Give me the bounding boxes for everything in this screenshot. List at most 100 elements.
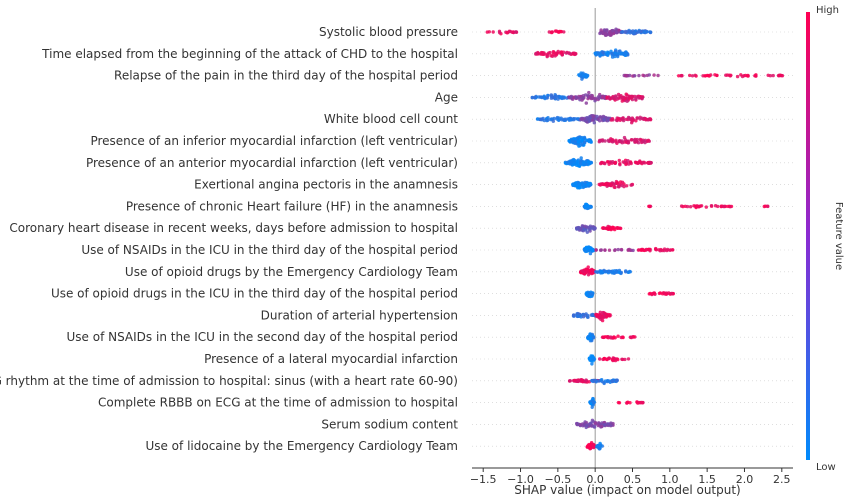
shap-point bbox=[554, 29, 559, 33]
shap-point bbox=[604, 28, 609, 33]
feature-label: Complete RBBB on ECG at the time of admi… bbox=[98, 396, 458, 410]
shap-point bbox=[613, 269, 617, 273]
shap-point bbox=[562, 117, 566, 122]
shap-point bbox=[581, 227, 586, 231]
shap-point bbox=[616, 117, 621, 121]
shap-point bbox=[588, 139, 592, 143]
shap-point bbox=[583, 180, 587, 185]
shap-point bbox=[575, 159, 579, 163]
shap-point bbox=[585, 75, 589, 79]
shap-point bbox=[598, 115, 603, 119]
shap-point bbox=[771, 73, 775, 78]
x-tick-label: −0.5 bbox=[544, 473, 571, 486]
shap-point bbox=[626, 248, 630, 252]
shap-point bbox=[549, 93, 553, 97]
shap-point bbox=[590, 443, 594, 447]
shap-point bbox=[556, 97, 560, 101]
feature-label: Exertional angina pectoris in the anamne… bbox=[194, 178, 458, 192]
shap-point bbox=[567, 51, 572, 56]
shap-point bbox=[514, 30, 518, 34]
feature-label: Use of lidocaine by the Emergency Cardio… bbox=[145, 439, 458, 453]
shap-point bbox=[588, 333, 592, 337]
shap-point bbox=[739, 73, 743, 77]
shap-point bbox=[615, 181, 620, 185]
shap-point bbox=[588, 161, 592, 165]
shap-point bbox=[576, 140, 580, 144]
x-tick-label: 2.5 bbox=[773, 473, 791, 486]
shap-point bbox=[613, 336, 617, 340]
shap-point bbox=[597, 421, 601, 425]
shap-point bbox=[768, 74, 773, 78]
shap-point bbox=[534, 51, 538, 56]
shap-point bbox=[620, 357, 624, 361]
shap-point bbox=[593, 378, 597, 383]
shap-point bbox=[615, 357, 619, 361]
shap-point bbox=[600, 424, 604, 429]
shap-point bbox=[610, 271, 614, 275]
feature-label: Use of opioid drugs in the ICU in the th… bbox=[51, 287, 458, 301]
shap-point bbox=[626, 400, 630, 404]
shap-point bbox=[581, 312, 585, 317]
shap-point bbox=[633, 74, 637, 78]
shap-point bbox=[621, 117, 625, 121]
shap-point bbox=[539, 95, 544, 99]
shap-point bbox=[624, 92, 628, 96]
shap-point bbox=[607, 269, 612, 273]
shap-point bbox=[625, 99, 629, 103]
shap-point bbox=[602, 161, 606, 165]
shap-point bbox=[607, 182, 611, 186]
shap-point bbox=[716, 204, 720, 209]
shap-point bbox=[591, 114, 595, 118]
shap-point bbox=[611, 96, 616, 101]
shap-point bbox=[580, 142, 585, 147]
shap-point bbox=[582, 422, 586, 426]
shap-point bbox=[594, 248, 598, 252]
shap-point bbox=[605, 52, 610, 56]
shap-point bbox=[662, 247, 667, 251]
shap-point bbox=[647, 73, 651, 77]
feature-label: Use of opioid drugs by the Emergency Car… bbox=[125, 265, 458, 279]
feature-label: Presence of a lateral myocardial infarct… bbox=[204, 352, 458, 366]
shap-point bbox=[677, 74, 681, 78]
feature-label: Presence of an anterior myocardial infar… bbox=[86, 156, 458, 170]
shap-point bbox=[635, 116, 639, 120]
shap-point bbox=[590, 118, 595, 122]
shap-point bbox=[621, 335, 625, 340]
shap-point bbox=[598, 53, 602, 58]
shap-point bbox=[646, 160, 650, 165]
shap-point bbox=[639, 248, 643, 252]
shap-point bbox=[573, 378, 577, 383]
shap-point bbox=[728, 205, 732, 209]
shap-point bbox=[589, 246, 593, 250]
shap-point bbox=[637, 29, 641, 34]
shap-point bbox=[572, 313, 576, 317]
shap-point bbox=[599, 248, 603, 252]
shap-point bbox=[640, 160, 645, 165]
shap-point bbox=[587, 337, 591, 341]
shap-point bbox=[609, 421, 613, 425]
shap-point bbox=[629, 335, 634, 340]
shap-point bbox=[580, 269, 584, 273]
shap-point bbox=[647, 292, 651, 296]
shap-point bbox=[569, 160, 573, 164]
shap-point bbox=[497, 30, 502, 35]
x-tick-label: −1.0 bbox=[507, 473, 534, 486]
shap-point bbox=[621, 95, 625, 100]
shap-point bbox=[602, 118, 606, 122]
shap-point bbox=[668, 248, 672, 252]
shap-point bbox=[572, 51, 577, 55]
shap-point bbox=[618, 162, 622, 166]
shap-point bbox=[651, 291, 655, 296]
shap-point bbox=[559, 95, 563, 99]
shap-point bbox=[614, 95, 618, 99]
shap-point bbox=[619, 247, 624, 252]
shap-point bbox=[661, 291, 666, 295]
shap-point bbox=[605, 160, 610, 164]
shap-point bbox=[586, 444, 590, 449]
shap-point bbox=[616, 247, 620, 252]
feature-label: Presence of an inferior myocardial infar… bbox=[90, 134, 458, 148]
shap-point bbox=[564, 51, 569, 55]
shap-point bbox=[654, 246, 658, 251]
shap-point bbox=[587, 90, 591, 95]
shap-point bbox=[549, 117, 554, 121]
